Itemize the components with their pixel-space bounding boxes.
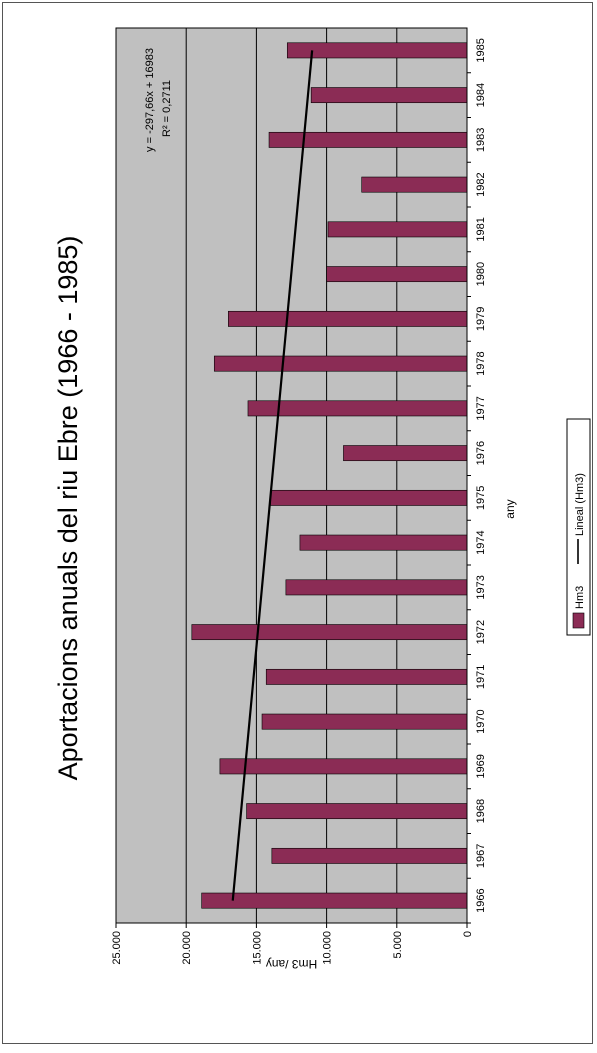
x-axis-ticks: 1966 1967 1968 1969 1970 1971 1972 1973 1974 1975… <box>466 28 487 924</box>
x-tick-label: 1979 <box>475 307 487 331</box>
x-tick-label: 1972 <box>475 620 487 644</box>
x-tick-label: 1982 <box>475 172 487 196</box>
y-tick-label: 5.000 <box>392 931 404 959</box>
y-axis-label: Hm3 /any <box>266 957 317 971</box>
x-tick-label: 1975 <box>475 486 487 510</box>
x-tick-label: 1967 <box>475 844 487 868</box>
x-tick-label: 1966 <box>475 888 487 912</box>
x-tick-label: 1981 <box>475 217 487 241</box>
x-tick-label: 1974 <box>475 530 487 554</box>
x-tick-label: 1985 <box>475 38 487 62</box>
chart-frame <box>2 2 593 1044</box>
trendline-group <box>231 50 314 901</box>
trendline <box>231 50 314 901</box>
trendline-equation: y = -297,66x + 16983 <box>144 48 156 152</box>
legend-trend-label: Lineal (Hm3) <box>574 473 586 536</box>
x-tick-label: 1969 <box>475 754 487 778</box>
x-tick-label: 1984 <box>475 83 487 107</box>
x-tick-label: 1978 <box>475 351 487 375</box>
x-tick-label: 1971 <box>475 665 487 689</box>
y-tick-label: 25.000 <box>111 931 123 965</box>
legend-box <box>566 418 591 636</box>
x-tick-label: 1970 <box>475 709 487 733</box>
legend-bar-swatch <box>572 612 585 629</box>
x-tick-label: 1968 <box>475 799 487 823</box>
chart-title: Aportacions anuals del riu Ebre (1966 - … <box>53 236 83 781</box>
x-tick-label: 1980 <box>475 262 487 286</box>
x-tick-label: 1973 <box>475 575 487 599</box>
x-axis-label: any <box>503 499 517 518</box>
x-tick-label: 1976 <box>475 441 487 465</box>
y-tick-label: 0 <box>462 931 474 937</box>
x-tick-label: 1983 <box>475 128 487 152</box>
y-tick-label: 10.000 <box>322 931 334 965</box>
legend-bar-label: Hm3 <box>574 586 586 609</box>
trendline-r-squared: R² = 0,2711 <box>161 80 173 137</box>
x-tick-label: 1977 <box>475 396 487 420</box>
bars <box>191 42 468 909</box>
legend: Hm3 Lineal (Hm3) <box>566 418 591 636</box>
y-axis-ticks: 0 5.000 10.000 15.000 20.000 25.000 <box>111 922 474 965</box>
y-tick-label: 15.000 <box>251 931 263 965</box>
y-tick-label: 20.000 <box>181 931 193 965</box>
